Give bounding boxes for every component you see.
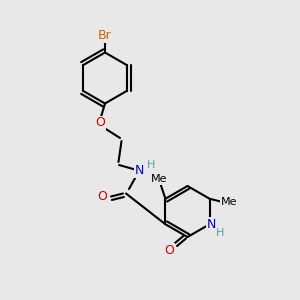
Text: O: O: [165, 244, 174, 257]
Text: Me: Me: [151, 174, 168, 184]
Text: Me: Me: [221, 197, 237, 207]
Text: N: N: [135, 164, 144, 178]
Text: H: H: [216, 228, 224, 238]
Text: N: N: [206, 218, 216, 231]
Text: H: H: [147, 160, 156, 170]
Text: O: O: [96, 116, 105, 130]
Text: Br: Br: [98, 29, 112, 42]
Text: O: O: [97, 190, 107, 203]
